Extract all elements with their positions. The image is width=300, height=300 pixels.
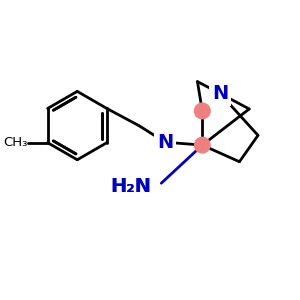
Circle shape (194, 103, 210, 119)
Text: N: N (157, 133, 173, 152)
Text: N: N (212, 84, 228, 103)
Text: N: N (212, 84, 228, 103)
Text: N: N (157, 133, 173, 152)
Text: CH₃: CH₃ (4, 136, 28, 149)
Text: H₂N: H₂N (110, 177, 152, 196)
Text: H₂N: H₂N (110, 177, 152, 196)
Circle shape (194, 137, 210, 153)
